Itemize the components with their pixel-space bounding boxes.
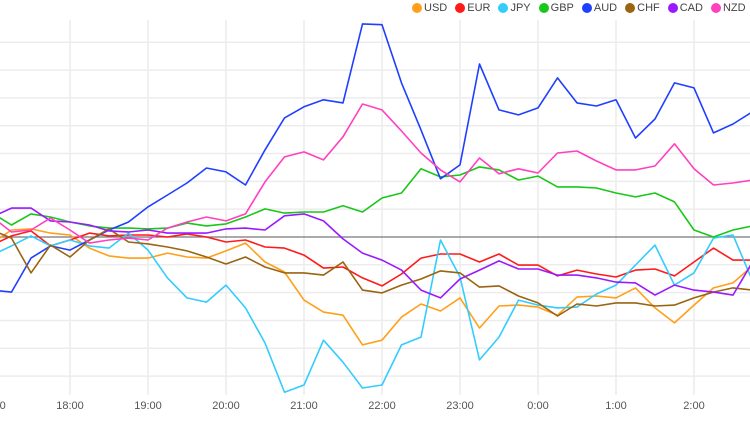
x-tick-label: 21:00 [290, 400, 318, 412]
legend-dot-icon [710, 3, 721, 13]
legend-item-cad[interactable]: CAD [667, 2, 703, 14]
x-tick-label: 23:00 [446, 400, 474, 412]
x-tick-label: 0:00 [527, 400, 548, 412]
legend-item-nzd[interactable]: NZD [710, 2, 746, 14]
legend: USD EUR JPY GBP AUD CHF CAD NZD [412, 2, 750, 14]
legend-item-chf[interactable]: CHF [625, 2, 660, 14]
legend-dot-icon [538, 3, 549, 13]
x-tick-label: 22:00 [368, 400, 396, 412]
legend-item-usd[interactable]: USD [412, 2, 447, 14]
legend-label: CHF [637, 2, 660, 14]
legend-dot-icon [581, 3, 592, 13]
grid [0, 20, 750, 395]
legend-label: USD [424, 2, 448, 14]
legend-label: GBP [550, 2, 574, 14]
series-line-nzd [0, 103, 750, 244]
legend-dot-icon [667, 3, 678, 13]
legend-dot-icon [625, 3, 636, 13]
legend-label: EUR [467, 2, 491, 14]
x-tick-label: 19:00 [134, 400, 162, 412]
legend-dot-icon [498, 3, 509, 13]
series-lines [0, 23, 750, 394]
x-tick-label: 20:00 [212, 400, 240, 412]
legend-item-aud[interactable]: AUD [581, 2, 618, 14]
x-axis-ticks: 17:00 18:00 19:00 20:00 21:00 22:00 23:00 0:00 1… [0, 400, 705, 412]
legend-item-jpy[interactable]: JPY [498, 2, 531, 14]
x-tick-label: 17:00 [0, 400, 6, 412]
legend-label: CAD [679, 2, 703, 14]
legend-label: JPY [510, 2, 531, 14]
series-line-jpy [0, 232, 750, 394]
legend-item-eur[interactable]: EUR [455, 2, 490, 14]
x-tick-label: 18:00 [56, 400, 84, 412]
series-line-usd [0, 228, 750, 346]
series-line-gbp [0, 166, 750, 238]
x-tick-label: 1:00 [605, 400, 626, 412]
series-line-aud [0, 23, 750, 293]
legend-item-gbp[interactable]: GBP [538, 2, 574, 14]
legend-dot-icon [412, 3, 422, 13]
x-tick-label: 2:00 [683, 400, 704, 412]
legend-dot-icon [455, 3, 466, 13]
legend-label: NZD [722, 2, 746, 14]
series-line-cad [0, 207, 750, 299]
series-line-chf [0, 228, 750, 317]
legend-label: AUD [593, 2, 618, 14]
